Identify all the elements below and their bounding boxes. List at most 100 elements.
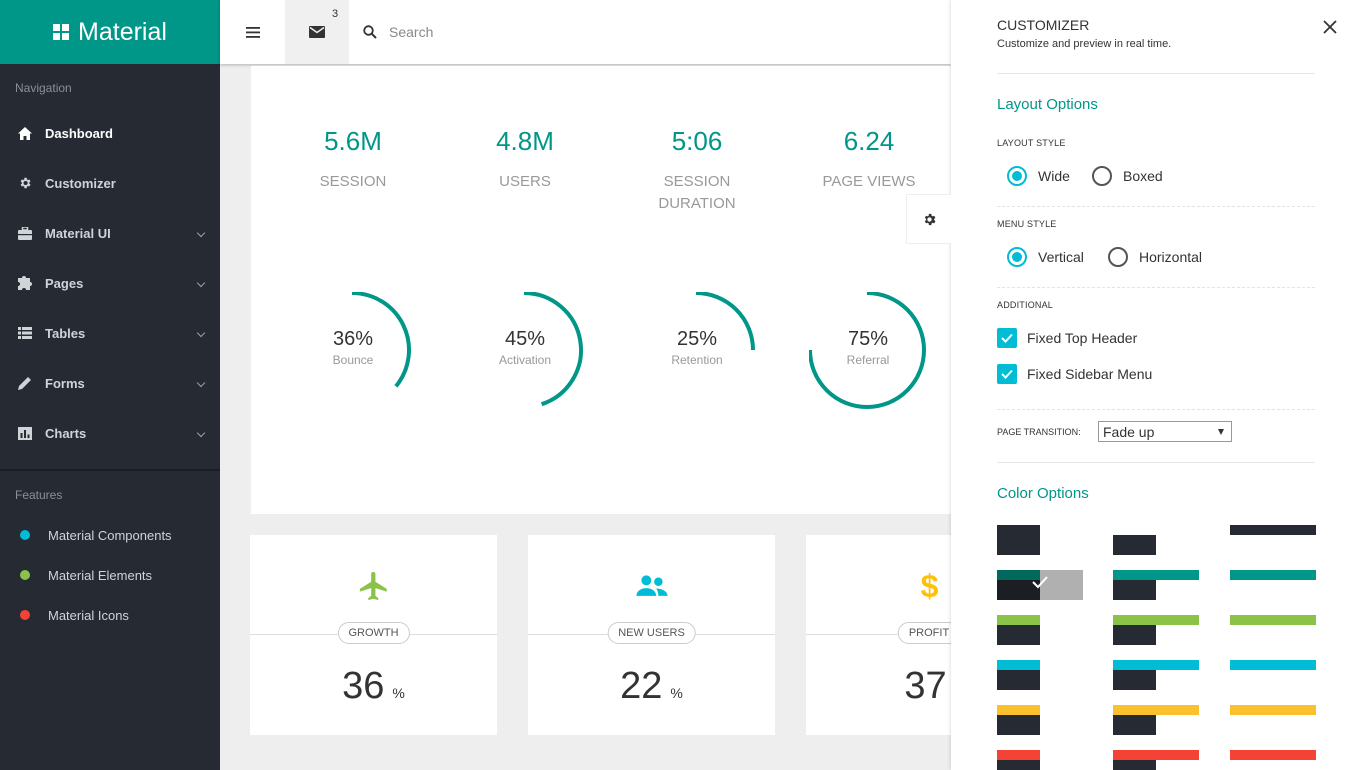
gear-icon [924,213,935,225]
radio-label: Horizontal [1139,249,1203,265]
sidebar-item-material-ui[interactable]: Material UI [0,208,220,258]
customizer-toggle-button[interactable] [906,194,951,244]
caret-down-icon [1218,429,1224,435]
hamburger-icon [245,26,260,38]
additional-label: Additional [997,300,1054,310]
gauge-label: Activation [498,353,552,367]
color-swatch-yellow-1[interactable] [997,705,1083,735]
customizer-subtitle: Customize and preview in real time. [997,38,1172,50]
layout-wide-radio[interactable]: Wide [1007,166,1070,186]
color-swatch-cyan-3[interactable] [1230,660,1316,690]
color-swatch-dark-2[interactable] [1113,525,1199,555]
color-swatch-yellow-3[interactable] [1230,705,1316,735]
search-icon [363,25,377,39]
kpi-card-growth: GROWTH 36% [250,535,497,735]
radio-label: Vertical [1038,249,1084,265]
page-transition-label: Page Transition: [997,427,1081,437]
sidebar-item-material-elements[interactable]: Material Elements [0,555,220,595]
chevron-down-icon [196,278,206,288]
mail-icon [309,26,325,38]
top-header: 3 [220,0,951,64]
gauge-retention: 25% Retention [638,292,768,422]
color-swatch-red-1[interactable] [997,750,1083,770]
sidebar-item-label: Material Elements [48,567,153,583]
page-transition-select[interactable]: Fade up [1098,421,1232,442]
gauge-label: Retention [671,353,723,367]
sidebar-item-charts[interactable]: Charts [0,408,220,458]
gauge-arc [523,292,583,407]
checkmark-icon [1001,369,1013,379]
gauge-referral: 75% Referral [809,292,939,422]
color-swatch-dark-3[interactable] [1230,525,1316,555]
color-swatch-teal-1[interactable] [997,570,1083,600]
customizer-title: CUSTOMIZER [997,17,1090,33]
stat-label: Session Duration [658,173,736,212]
sidebar-divider [0,469,220,471]
stat-value: 4.8M [496,126,554,156]
stat-value: 5.6M [324,126,382,156]
nav-section-title: Navigation [15,81,72,95]
sidebar-item-material-icons[interactable]: Material Icons [0,595,220,635]
color-swatch-red-2[interactable] [1113,750,1199,770]
sidebar-item-material-components[interactable]: Material Components [0,515,220,555]
kpi-tag: PROFIT [897,622,951,644]
stat-value: 6.24 [843,126,895,156]
chevron-down-icon [196,228,206,238]
sidebar-item-label: Dashboard [45,125,113,141]
search-input[interactable] [389,24,689,40]
dollar-icon: $ [920,568,939,604]
close-icon[interactable] [1321,18,1339,36]
menu-toggle-button[interactable] [220,0,285,64]
sidebar-item-forms[interactable]: Forms [0,358,220,408]
mail-button[interactable]: 3 [285,0,349,64]
kpi-tag: NEW USERS [607,622,696,644]
color-swatch-red-3[interactable] [1230,750,1316,770]
brand-name: Material [78,17,167,46]
stat-label: Users [499,173,551,190]
kpi-tag: GROWTH [337,622,410,644]
sidebar-item-label: Material Components [48,527,172,543]
color-swatch-teal-2[interactable] [1113,570,1199,600]
color-swatch-green-2[interactable] [1113,615,1199,645]
color-swatch-yellow-2[interactable] [1113,705,1199,735]
stat-page-views: 6.24 Page Views [789,126,949,193]
briefcase-icon [18,226,32,240]
chart-icon [18,426,32,440]
kpi-value: 37 [904,665,947,707]
color-swatch-green-1[interactable] [997,615,1083,645]
kpi-card-new-users: NEW USERS 22% [528,535,775,735]
home-icon [18,126,32,140]
layout-boxed-radio[interactable]: Boxed [1092,166,1163,186]
gauge-label: Bounce [332,353,374,367]
sidebar-item-pages[interactable]: Pages [0,258,220,308]
color-swatch-cyan-2[interactable] [1113,660,1199,690]
sidebar-item-dashboard[interactable]: Dashboard [0,108,220,158]
kpi-card-profit: $ PROFIT 37 [806,535,951,735]
stat-label: Session [319,173,387,190]
menu-horizontal-radio[interactable]: Horizontal [1108,247,1202,267]
gauge-percent: 45% [504,328,546,350]
layout-options-heading: Layout Options [997,96,1098,113]
sidebar: Material Navigation Dashboard Customizer… [0,0,220,770]
sidebar-item-customizer[interactable]: Customizer [0,158,220,208]
fixed-sidebar-menu-checkbox[interactable]: Fixed Sidebar Menu [997,364,1152,384]
color-swatch-green-3[interactable] [1230,615,1316,645]
color-swatch-dark-1[interactable] [997,525,1083,555]
stats-card: 5.6M Session 4.8M Users 5:06 Session Dur… [251,66,951,514]
sidebar-item-tables[interactable]: Tables [0,308,220,358]
sidebar-item-label: Customizer [45,175,116,191]
dot-icon [20,610,30,620]
customizer-panel: CUSTOMIZER Customize and preview in real… [951,0,1361,770]
color-swatch-cyan-1[interactable] [997,660,1083,690]
pencil-icon [18,376,32,390]
kpi-unit: % [670,685,683,701]
color-swatch-teal-3[interactable] [1230,570,1316,600]
menu-vertical-radio[interactable]: Vertical [1007,247,1084,267]
dot-icon [20,530,30,540]
menu-style-label: Menu Style [997,219,1057,229]
fixed-top-header-checkbox[interactable]: Fixed Top Header [997,328,1137,348]
airplane-icon [359,571,387,601]
brand-logo[interactable]: Material [0,0,220,64]
layout-style-label: Layout Style [997,138,1066,148]
chevron-down-icon [196,428,206,438]
